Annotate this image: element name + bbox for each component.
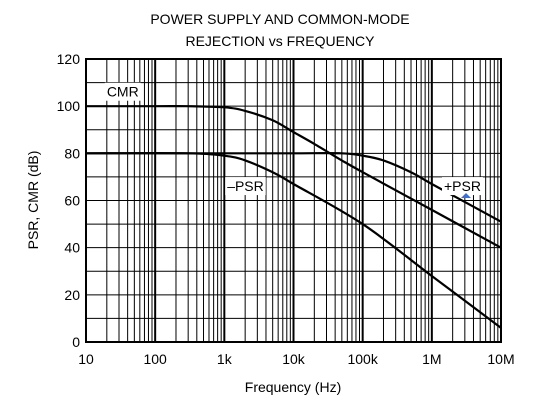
curve-label-psr: +PSR [444, 178, 481, 194]
chart-title-line1: POWER SUPPLY AND COMMON-MODE [150, 11, 409, 27]
curve-label-bg-psr [442, 177, 483, 196]
curve-label-bg-psr [225, 177, 266, 196]
y-axis-label: PSR, CMR (dB) [25, 151, 41, 250]
y-tick-labels: 0 20 40 60 80 100 120 [57, 51, 81, 350]
curve-psr [85, 152, 502, 329]
curve-label-cmr: CMR [107, 84, 139, 100]
y-tick-label: 20 [64, 287, 80, 303]
x-tick-label: 1M [422, 351, 441, 367]
curve-labels: CMR +PSR –PSR [104, 82, 483, 196]
x-axis-label: Frequency (Hz) [245, 379, 341, 395]
curve-label-psr: –PSR [227, 178, 264, 194]
x-tick-label: 100 [143, 351, 167, 367]
small-arrow-marker [461, 193, 471, 198]
x-tick-label: 10M [487, 351, 514, 367]
y-tick-label: 100 [57, 98, 81, 114]
x-tick-label: 1k [217, 351, 233, 367]
grid [86, 59, 501, 342]
curve-label-bg-cmr [104, 82, 141, 101]
y-tick-label: 0 [72, 334, 80, 350]
x-tick-label: 100k [347, 351, 378, 367]
y-tick-label: 40 [64, 240, 80, 256]
y-tick-label: 120 [57, 51, 81, 67]
x-tick-label: 10k [282, 351, 306, 367]
curve-cmr [85, 105, 502, 249]
curve-psr [86, 152, 502, 223]
y-tick-label: 60 [64, 193, 80, 209]
chart-title-line2: REJECTION vs FREQUENCY [185, 33, 375, 49]
x-tick-label: 10 [78, 351, 94, 367]
x-tick-labels: 10 100 1k 10k 100k 1M 10M [78, 351, 514, 367]
plot-frame [85, 58, 502, 343]
y-tick-label: 80 [64, 145, 80, 161]
curves [85, 105, 502, 329]
